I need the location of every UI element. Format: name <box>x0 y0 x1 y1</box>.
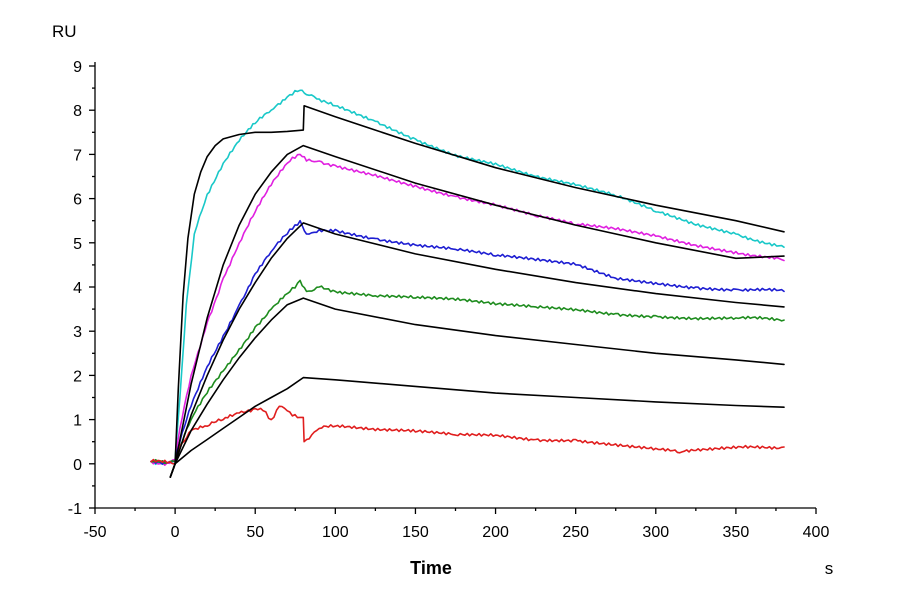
y-tick-label-7: 6 <box>73 192 82 209</box>
fit-curve-5 <box>169 105 785 478</box>
y-tick-label-10: 9 <box>73 59 82 76</box>
fit-curve-7 <box>169 222 785 478</box>
y-tick-label-1: 0 <box>73 457 82 474</box>
x-tick-label-7: 300 <box>642 524 669 541</box>
fit-curve-8 <box>169 297 785 478</box>
x-unit-label: s <box>825 559 834 578</box>
x-tick-label-0: -50 <box>83 524 106 541</box>
measured-curve-4 <box>150 405 785 465</box>
measured-curve-1 <box>150 153 785 466</box>
x-ticks: -50 0 50 100 150 200 250 300 350 400 <box>83 508 829 541</box>
y-tick-label-5: 4 <box>73 280 82 297</box>
fit-curve-6 <box>169 144 785 478</box>
x-axis-title: Time <box>410 558 452 578</box>
y-tick-label-4: 3 <box>73 324 82 341</box>
x-tick-label-6: 250 <box>562 524 589 541</box>
y-unit-label: RU <box>52 22 77 41</box>
series-group <box>150 89 785 478</box>
x-tick-label-3: 100 <box>322 524 349 541</box>
x-tick-label-8: 350 <box>723 524 750 541</box>
x-tick-label-2: 50 <box>246 524 264 541</box>
y-tick-label-2: 1 <box>73 413 82 430</box>
measured-curve-0 <box>150 89 785 466</box>
measured-curve-2 <box>150 219 785 465</box>
y-tick-label-8: 7 <box>73 147 82 164</box>
x-tick-label-5: 200 <box>482 524 509 541</box>
measured-curve-3 <box>150 279 785 465</box>
axes <box>94 62 816 509</box>
y-tick-label-0: -1 <box>68 501 82 518</box>
y-tick-label-6: 5 <box>73 236 82 253</box>
x-tick-label-9: 400 <box>803 524 830 541</box>
x-tick-label-1: 0 <box>171 524 180 541</box>
x-tick-label-4: 150 <box>402 524 429 541</box>
y-tick-label-9: 8 <box>73 103 82 120</box>
fit-curve-9 <box>169 376 785 478</box>
y-tick-label-3: 2 <box>73 368 82 385</box>
y-ticks: -1 0 1 2 3 4 5 6 7 8 9 <box>68 59 95 518</box>
